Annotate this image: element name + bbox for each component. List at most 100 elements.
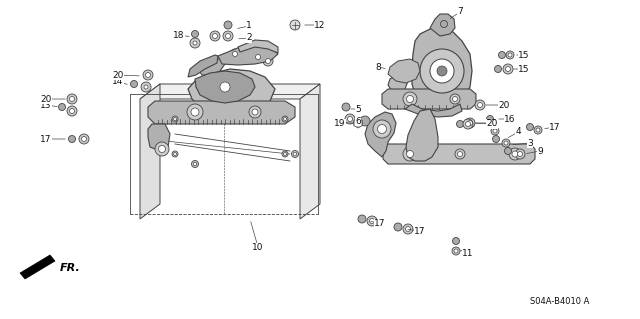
- Circle shape: [440, 20, 447, 27]
- Polygon shape: [140, 84, 320, 99]
- Circle shape: [172, 116, 178, 122]
- Circle shape: [477, 102, 483, 108]
- Circle shape: [284, 152, 287, 155]
- Polygon shape: [365, 112, 396, 157]
- Circle shape: [456, 121, 463, 128]
- Circle shape: [193, 41, 197, 45]
- Circle shape: [215, 77, 235, 97]
- Text: 15: 15: [518, 64, 530, 73]
- Text: 8: 8: [375, 63, 381, 71]
- Text: 15: 15: [518, 50, 530, 60]
- Circle shape: [504, 141, 508, 145]
- Circle shape: [378, 124, 387, 133]
- Circle shape: [403, 224, 413, 234]
- Circle shape: [450, 94, 460, 104]
- Circle shape: [465, 118, 475, 128]
- Circle shape: [173, 117, 177, 121]
- Text: 10: 10: [252, 242, 264, 251]
- Text: 4: 4: [515, 128, 521, 137]
- Circle shape: [465, 122, 470, 127]
- Circle shape: [290, 20, 300, 30]
- Circle shape: [452, 97, 458, 101]
- Circle shape: [255, 55, 260, 60]
- Circle shape: [70, 97, 74, 101]
- Polygon shape: [430, 14, 455, 36]
- Circle shape: [534, 126, 542, 134]
- Circle shape: [491, 127, 499, 135]
- Circle shape: [345, 114, 355, 124]
- Circle shape: [249, 106, 261, 118]
- Circle shape: [67, 106, 77, 116]
- Circle shape: [173, 152, 177, 155]
- Circle shape: [70, 108, 74, 114]
- Circle shape: [499, 51, 506, 58]
- Circle shape: [266, 58, 271, 63]
- Text: 17: 17: [549, 122, 561, 131]
- Polygon shape: [388, 74, 408, 93]
- Text: 17: 17: [40, 135, 52, 144]
- Circle shape: [493, 129, 497, 133]
- Circle shape: [373, 120, 391, 138]
- Circle shape: [223, 31, 233, 41]
- Circle shape: [293, 152, 297, 156]
- Circle shape: [518, 152, 522, 157]
- Circle shape: [81, 137, 86, 142]
- Circle shape: [504, 147, 511, 154]
- Circle shape: [509, 148, 521, 160]
- Circle shape: [210, 31, 220, 41]
- Circle shape: [515, 149, 525, 159]
- Text: 6: 6: [355, 116, 361, 125]
- Circle shape: [291, 151, 298, 158]
- Polygon shape: [238, 40, 278, 53]
- Text: 16: 16: [504, 115, 516, 123]
- Circle shape: [455, 149, 465, 159]
- Circle shape: [452, 247, 460, 255]
- Circle shape: [144, 85, 148, 89]
- Circle shape: [224, 21, 232, 29]
- Circle shape: [212, 33, 218, 39]
- Polygon shape: [20, 255, 55, 279]
- Text: 1: 1: [246, 21, 252, 31]
- Circle shape: [454, 249, 458, 253]
- Circle shape: [394, 223, 402, 231]
- Circle shape: [458, 152, 463, 157]
- Polygon shape: [148, 124, 170, 151]
- Circle shape: [187, 104, 203, 120]
- Text: 14: 14: [112, 78, 124, 86]
- Circle shape: [493, 136, 499, 143]
- Text: 18: 18: [173, 31, 185, 40]
- Polygon shape: [218, 44, 278, 65]
- Text: 12: 12: [314, 20, 326, 29]
- Polygon shape: [140, 84, 160, 219]
- Circle shape: [253, 52, 263, 62]
- Circle shape: [220, 82, 230, 92]
- Circle shape: [486, 115, 493, 122]
- Polygon shape: [388, 59, 420, 83]
- Circle shape: [506, 51, 514, 59]
- Circle shape: [159, 145, 166, 152]
- Circle shape: [232, 51, 237, 56]
- Text: S04A-B4010 A: S04A-B4010 A: [531, 296, 589, 306]
- Circle shape: [145, 72, 150, 78]
- Circle shape: [506, 66, 511, 71]
- Circle shape: [131, 80, 138, 87]
- Circle shape: [284, 117, 287, 121]
- Text: 17: 17: [374, 219, 386, 227]
- Circle shape: [155, 142, 169, 156]
- Circle shape: [230, 49, 240, 59]
- Text: 20: 20: [499, 100, 509, 109]
- Circle shape: [172, 151, 178, 157]
- Text: FR.: FR.: [60, 263, 81, 273]
- Circle shape: [79, 134, 89, 144]
- Circle shape: [143, 70, 153, 80]
- Text: 20: 20: [112, 70, 124, 79]
- Circle shape: [406, 95, 413, 102]
- Polygon shape: [406, 109, 438, 161]
- Circle shape: [191, 31, 198, 38]
- Polygon shape: [188, 55, 218, 77]
- Circle shape: [467, 121, 472, 125]
- Circle shape: [503, 64, 513, 74]
- Text: 13: 13: [40, 100, 52, 109]
- Circle shape: [403, 147, 417, 161]
- Circle shape: [508, 53, 512, 57]
